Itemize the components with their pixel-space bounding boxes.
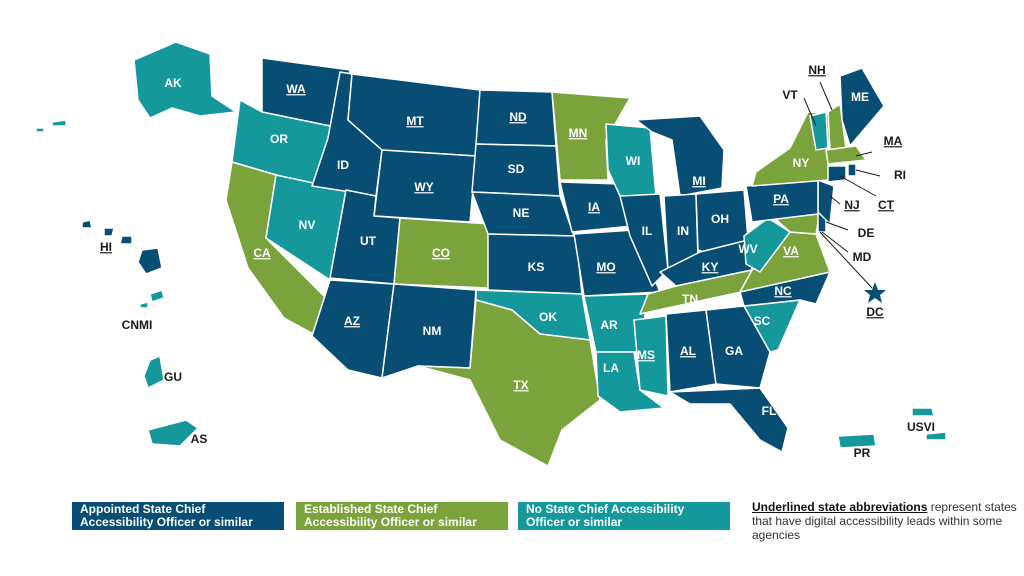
label-or: OR — [270, 132, 288, 146]
label-hi: HI — [100, 240, 112, 254]
state-RI[interactable] — [847, 163, 857, 177]
territory-USVI[interactable] — [911, 407, 947, 441]
state-MA[interactable] — [825, 145, 867, 165]
label-me: ME — [851, 90, 869, 104]
state-ME[interactable] — [839, 67, 885, 147]
label-gu: GU — [164, 370, 182, 384]
label-il: IL — [642, 224, 653, 238]
label-co: CO — [432, 246, 450, 260]
label-nv: NV — [299, 218, 316, 232]
label-nm: NM — [423, 324, 442, 338]
state-AZ[interactable] — [311, 279, 395, 379]
legend-established-line1: Established State Chief — [304, 502, 438, 516]
label-cnmi: CNMI — [122, 318, 153, 332]
state-AK[interactable] — [133, 41, 237, 119]
legend-appointed: Appointed State Chief Accessibility Offi… — [72, 502, 284, 530]
label-ri: RI — [894, 168, 906, 182]
leader-lines — [803, 81, 881, 289]
label-ct: CT — [878, 198, 895, 212]
label-wy: WY — [414, 180, 433, 194]
label-as: AS — [191, 432, 208, 446]
label-va: VA — [783, 244, 799, 258]
label-nj: NJ — [844, 198, 859, 212]
label-de: DE — [858, 226, 875, 240]
label-ar: AR — [600, 318, 618, 332]
label-nd: ND — [509, 110, 527, 124]
label-ca: CA — [253, 246, 271, 260]
label-ia: IA — [588, 200, 600, 214]
territory-CNMI[interactable] — [139, 289, 165, 309]
legend-none: No State Chief Accessibility Officer or … — [518, 502, 730, 530]
state-IL[interactable] — [619, 193, 669, 287]
label-tx: TX — [513, 378, 528, 392]
us-accessibility-map: WA OR CA NV ID MT WY UT AZ CO NM ND SD NE KS OK TX MN IA MO… — [35, 41, 947, 467]
label-sd: SD — [508, 162, 525, 176]
label-md: MD — [853, 250, 872, 264]
label-mo: MO — [596, 260, 615, 274]
label-tn: TN — [682, 292, 698, 306]
label-wv: WV — [738, 242, 757, 256]
territory-AS[interactable] — [147, 419, 199, 447]
state-HI[interactable] — [81, 219, 163, 275]
legend-underline-note: Underlined state abbreviations represent… — [752, 500, 1022, 542]
state-TX[interactable] — [417, 299, 601, 467]
label-ma: MA — [884, 134, 903, 148]
label-mt: MT — [406, 114, 424, 128]
label-nc: NC — [774, 284, 792, 298]
label-ks: KS — [528, 260, 545, 274]
state-FL[interactable] — [669, 387, 789, 453]
label-al: AL — [680, 344, 696, 358]
label-ga: GA — [725, 344, 743, 358]
label-mn: MN — [569, 126, 588, 140]
state-MS[interactable] — [633, 315, 669, 397]
label-az: AZ — [344, 314, 360, 328]
label-ne: NE — [513, 206, 530, 220]
label-dc: DC — [866, 305, 884, 319]
label-la: LA — [603, 361, 619, 375]
label-pr: PR — [854, 446, 871, 460]
dc-star-icon[interactable] — [864, 282, 886, 303]
state-CT[interactable] — [827, 165, 847, 183]
label-pa: PA — [773, 192, 789, 206]
legend-established: Established State Chief Accessibility Of… — [296, 502, 508, 530]
territory-GU[interactable] — [143, 355, 165, 389]
label-ky: KY — [702, 260, 719, 274]
label-ok: OK — [539, 310, 557, 324]
state-AK-islands — [35, 119, 67, 133]
label-ms: MS — [637, 348, 655, 362]
territory-PR[interactable] — [837, 433, 877, 449]
label-id: ID — [337, 158, 349, 172]
state-GA[interactable] — [705, 305, 771, 389]
label-wa: WA — [286, 82, 306, 96]
label-wi: WI — [626, 154, 641, 168]
label-vt: VT — [782, 88, 798, 102]
state-MI[interactable] — [635, 115, 725, 197]
legend-established-line2: Accessibility Officer or similar — [304, 515, 477, 529]
label-mi: MI — [692, 174, 705, 188]
legend-appointed-line1: Appointed State Chief — [80, 502, 206, 516]
label-fl: FL — [762, 404, 777, 418]
label-in: IN — [677, 224, 689, 238]
legend-none-line1: No State Chief Accessibility — [526, 502, 685, 516]
legend-appointed-line2: Accessibility Officer or similar — [80, 515, 253, 529]
legend-note-rest: represent states that have digital acces… — [752, 500, 1017, 542]
label-ut: UT — [360, 234, 377, 248]
state-LA[interactable] — [595, 351, 665, 413]
legend-note-bold: Underlined state abbreviations — [752, 500, 928, 514]
label-oh: OH — [711, 212, 729, 226]
label-ak: AK — [164, 76, 182, 90]
label-sc: SC — [754, 314, 771, 328]
legend-none-line2: Officer or similar — [526, 515, 623, 529]
label-ny: NY — [793, 156, 810, 170]
label-usvi: USVI — [907, 420, 935, 434]
label-nh: NH — [808, 63, 825, 77]
